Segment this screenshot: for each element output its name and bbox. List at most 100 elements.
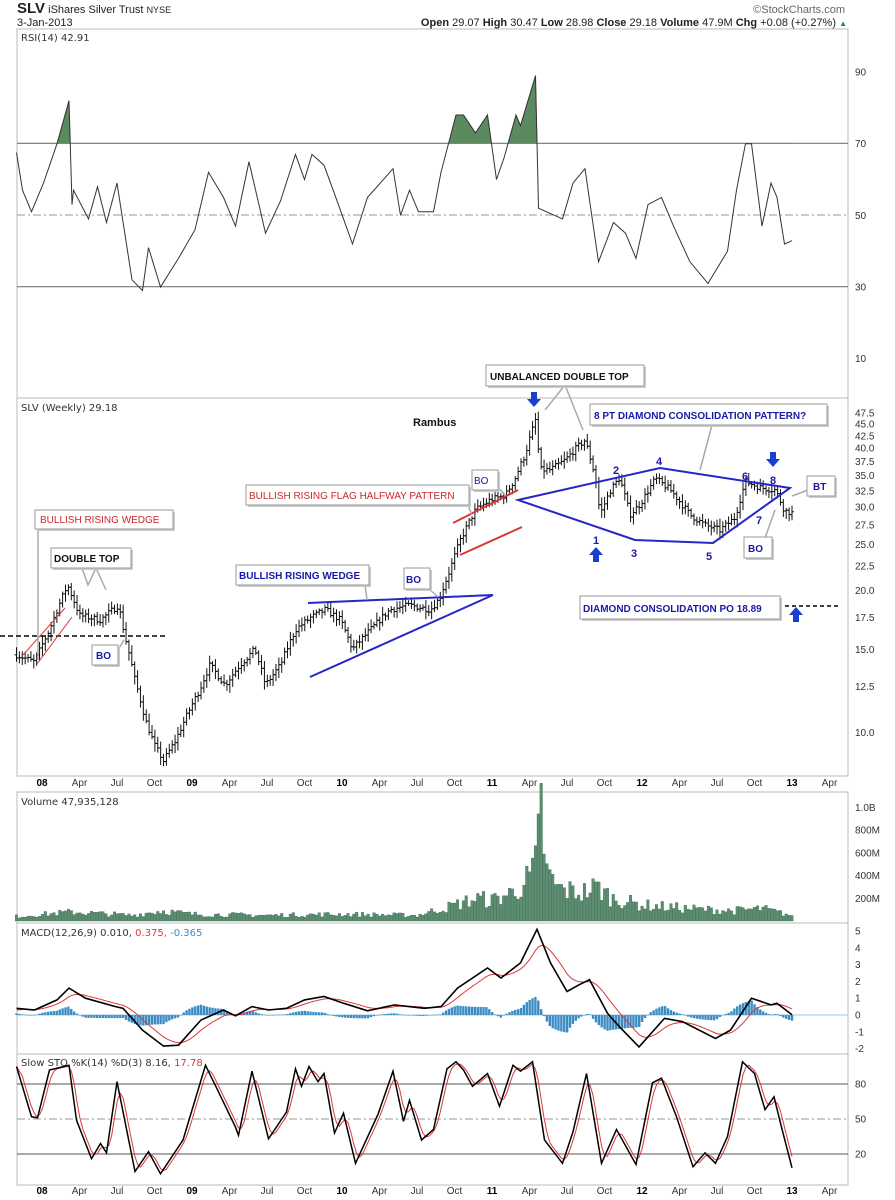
- volume-bar: [190, 914, 194, 922]
- date-tick-label: Oct: [147, 778, 163, 789]
- volume-bar: [706, 905, 710, 922]
- price-bar: [467, 517, 472, 530]
- volume-bar: [110, 914, 114, 922]
- date-tick-label: 10: [336, 1186, 348, 1197]
- price-bar: [383, 612, 388, 621]
- price-bar: [761, 480, 766, 495]
- macd-histogram-bar: [661, 1006, 664, 1015]
- price-label: SLV (Weekly) 29.18: [21, 403, 118, 414]
- price-bar: [723, 519, 728, 532]
- volume-bar: [730, 910, 733, 922]
- diamond-pattern-lines: [514, 466, 793, 545]
- volume-bar: [320, 916, 324, 922]
- macd-histogram-bar: [104, 1015, 108, 1019]
- macd-histogram-bar: [741, 1003, 745, 1015]
- price-bar: [628, 495, 633, 523]
- macd-histogram-bar: [392, 1013, 396, 1015]
- macd-histogram-bar: [358, 1015, 361, 1019]
- callout-box: [50, 547, 132, 569]
- macd-histogram-bar: [583, 1015, 586, 1016]
- macd-histogram-bar: [718, 1015, 722, 1017]
- price-bar: [155, 736, 160, 753]
- macd-histogram-bar: [64, 1007, 67, 1015]
- volume-bar: [193, 911, 197, 922]
- price-bar: [732, 512, 737, 526]
- volume-bar: [750, 908, 754, 922]
- macd-histogram-bar: [352, 1015, 355, 1019]
- volume-bar: [199, 914, 203, 922]
- volume-bar: [87, 913, 91, 922]
- macd-histogram-bar: [736, 1006, 739, 1015]
- price-tick-label: 15.0: [855, 645, 875, 656]
- macd-histogram-bar: [312, 1011, 315, 1015]
- price-bar: [784, 507, 789, 519]
- volume-tick-label: 400M: [855, 871, 880, 882]
- price-bar: [550, 460, 555, 476]
- date-tick-label: 12: [636, 1186, 648, 1197]
- macd-histogram-bar: [658, 1007, 661, 1015]
- volume-bar: [355, 911, 359, 922]
- price-bar: [190, 698, 195, 716]
- bo-2010-label: BO: [406, 575, 421, 586]
- macd-histogram-bar: [444, 1010, 448, 1015]
- volume-bar: [113, 911, 116, 922]
- price-bar: [738, 494, 743, 519]
- volume-bar: [222, 917, 226, 922]
- volume-panel: [16, 791, 849, 924]
- price-bar: [224, 679, 229, 691]
- macd-histogram-bar: [205, 1006, 208, 1015]
- volume-bar: [464, 895, 468, 922]
- date-tick-label: Jul: [111, 778, 124, 789]
- volume-bar: [208, 916, 212, 922]
- price-bar: [778, 489, 783, 506]
- price-bar: [40, 636, 45, 656]
- macd-histogram-bar: [202, 1005, 206, 1015]
- price-bar: [648, 479, 653, 497]
- volume-bar: [695, 907, 699, 922]
- volume-bar: [660, 901, 664, 922]
- volume-bar: [525, 865, 529, 922]
- volume-bar: [614, 900, 618, 922]
- macd-histogram-bar: [502, 1015, 505, 1016]
- macd-tick-label: 1: [855, 994, 861, 1005]
- volume-bar: [107, 916, 111, 922]
- price-bar: [199, 681, 204, 700]
- price-bar: [219, 676, 224, 685]
- macd-histogram-bar: [32, 1015, 35, 1016]
- macd-histogram-bar: [612, 1015, 615, 1030]
- macd-histogram-bar: [292, 1012, 295, 1015]
- volume-bar: [202, 916, 206, 922]
- price-bar: [438, 591, 443, 608]
- volume-bar: [617, 905, 621, 922]
- price-bar: [98, 613, 103, 627]
- volume-bar: [787, 915, 791, 922]
- macd-histogram-bar: [110, 1015, 113, 1019]
- callout-pointer: [81, 566, 107, 591]
- volume-bar: [55, 915, 59, 922]
- macd-histogram-bar: [364, 1015, 367, 1019]
- date-tick-label: Jul: [261, 1186, 274, 1197]
- macd-histogram-bar: [424, 1015, 428, 1016]
- macd-histogram-bar: [96, 1015, 99, 1019]
- volume-bar: [559, 884, 563, 922]
- price-bar: [207, 655, 212, 682]
- date-tick-label: Oct: [447, 778, 463, 789]
- volume-bar: [219, 915, 223, 922]
- price-bar: [173, 734, 178, 754]
- macd-histogram-bar: [591, 1015, 595, 1019]
- price-bar: [455, 538, 460, 558]
- macd-histogram-bar: [782, 1015, 785, 1018]
- macd-histogram-bar: [208, 1007, 211, 1015]
- volume-bar: [415, 916, 419, 922]
- price-bar: [193, 692, 198, 711]
- volume-bar: [239, 912, 243, 922]
- macd-histogram-bar: [300, 1011, 304, 1015]
- macd-histogram-bar: [629, 1015, 632, 1028]
- volume-bar: [366, 913, 370, 922]
- price-bar: [504, 485, 509, 503]
- volume-bar: [732, 914, 736, 922]
- volume-bar: [484, 907, 488, 922]
- price-bar: [181, 716, 186, 738]
- volume-bar: [254, 915, 258, 922]
- macd-histogram-bar: [418, 1015, 422, 1016]
